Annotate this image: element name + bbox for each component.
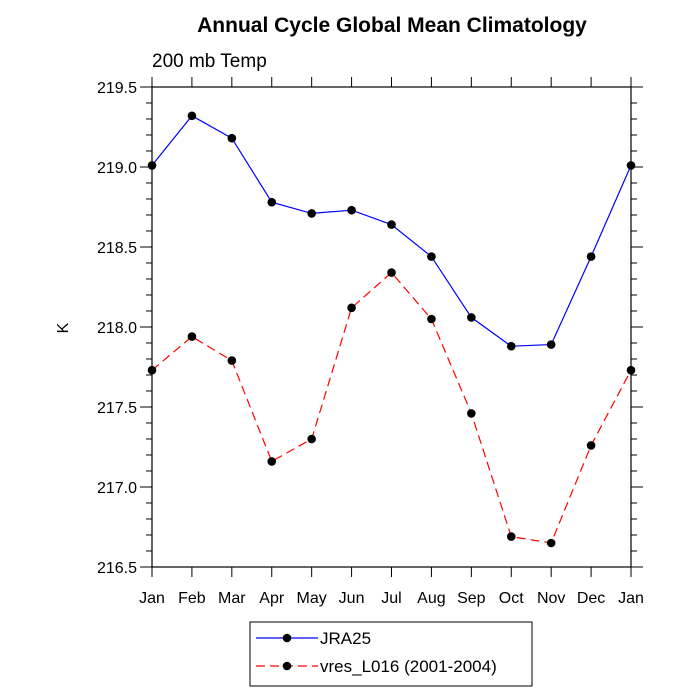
data-point-series-1 (227, 133, 237, 143)
data-point-series-2 (546, 538, 556, 548)
x-tick-label: Jan (618, 590, 644, 607)
data-point-series-2 (427, 314, 436, 324)
plot-area: 216.5 217.0 217.5 218.0 218.5 219.0 219.5 Jan Fe… (97, 77, 644, 607)
y-tick-label: 217.0 (97, 480, 137, 497)
x-tick-label: Sep (457, 590, 486, 607)
data-point-series-2 (586, 441, 596, 450)
data-point-series-1 (467, 313, 476, 322)
data-point-series-2 (267, 457, 277, 466)
y-tick-label: 219.0 (97, 160, 137, 177)
x-tick-label: Jul (381, 590, 401, 607)
data-point-series-1 (506, 341, 516, 351)
x-tick-label: Dec (577, 590, 605, 607)
x-tick-label: May (297, 590, 327, 607)
chart-subtitle: 200 mb Temp (152, 51, 267, 72)
data-point-series-2 (187, 332, 197, 341)
chart-title: Annual Cycle Global Mean Climatology (197, 14, 587, 37)
data-point-series-1 (187, 111, 197, 121)
x-tick-label: Aug (417, 590, 445, 607)
y-tick-label: 219.5 (97, 80, 137, 97)
x-tick-label: Jan (139, 590, 165, 607)
legend: JRA25 vres_L016 (2001-2004) (249, 621, 533, 687)
legend-label-2: vres_L016 (2001-2004) (320, 657, 497, 676)
data-point-series-2 (347, 303, 356, 313)
x-tick-label: Nov (537, 590, 565, 607)
y-tick-label: 216.5 (97, 560, 137, 577)
legend-marker-1 (282, 633, 292, 643)
data-point-series-2 (506, 532, 516, 541)
data-point-series-1 (626, 161, 636, 170)
legend-box (249, 621, 533, 687)
y-axis-title: K (55, 322, 72, 333)
y-tick-label: 218.0 (97, 320, 137, 337)
x-tick-label: Jun (339, 590, 365, 607)
data-point-series-1 (427, 252, 436, 261)
series-line-1 (151, 115, 632, 347)
data-point-series-2 (626, 365, 636, 375)
x-tick-label: Oct (499, 590, 524, 607)
data-point-series-1 (347, 205, 356, 215)
data-point-series-2 (147, 365, 157, 375)
legend-label-1: JRA25 (320, 629, 371, 648)
series-line-2 (151, 271, 632, 544)
legend-marker-2 (282, 661, 292, 671)
data-point-series-1 (546, 340, 556, 349)
x-tick-label: Apr (259, 590, 285, 607)
data-point-series-2 (227, 356, 237, 365)
x-tick-label: Mar (218, 590, 246, 607)
data-point-series-1 (586, 252, 596, 261)
y-tick-label: 218.5 (97, 240, 137, 257)
data-point-series-2 (467, 409, 476, 418)
data-point-series-1 (387, 220, 396, 229)
data-point-series-1 (307, 209, 316, 218)
data-point-series-1 (147, 161, 157, 170)
x-tick-label: Feb (178, 590, 206, 607)
data-point-series-2 (307, 434, 316, 444)
data-point-series-1 (267, 197, 277, 207)
y-tick-label: 217.5 (97, 400, 137, 417)
data-point-series-2 (387, 268, 396, 277)
